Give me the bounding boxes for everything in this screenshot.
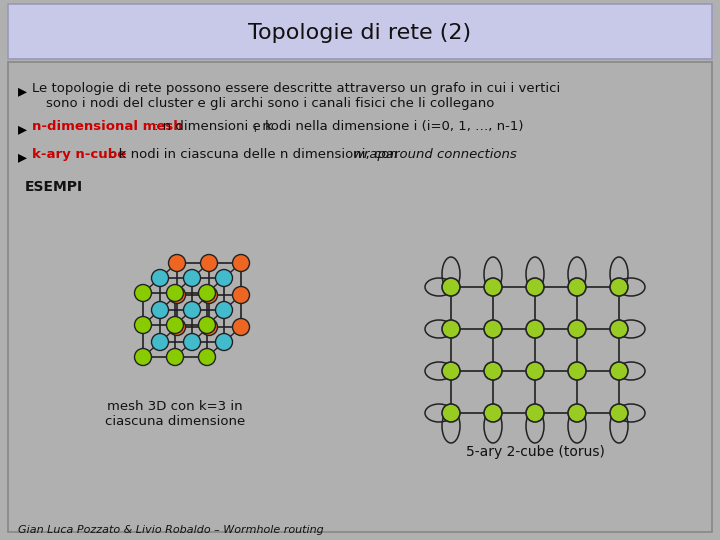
Circle shape <box>233 254 250 272</box>
Circle shape <box>200 254 217 272</box>
Text: k-ary n-cube: k-ary n-cube <box>32 148 126 161</box>
Text: ESEMPI: ESEMPI <box>25 180 83 194</box>
Text: sono i nodi del cluster e gli archi sono i canali fisici che li collegano: sono i nodi del cluster e gli archi sono… <box>46 97 495 110</box>
Circle shape <box>168 319 186 335</box>
Text: n-dimensional mesh: n-dimensional mesh <box>32 120 183 133</box>
Circle shape <box>568 320 586 338</box>
Text: wraparound connections: wraparound connections <box>353 148 517 161</box>
Circle shape <box>568 404 586 422</box>
Circle shape <box>526 404 544 422</box>
Circle shape <box>568 278 586 296</box>
Text: Topologie di rete (2): Topologie di rete (2) <box>248 23 472 43</box>
Text: Gian Luca Pozzato & Livio Robaldo – Wormhole routing: Gian Luca Pozzato & Livio Robaldo – Worm… <box>18 525 324 535</box>
Text: mesh 3D con k=3 in
ciascuna dimensione: mesh 3D con k=3 in ciascuna dimensione <box>105 400 245 428</box>
Text: ▸: ▸ <box>18 120 27 138</box>
Circle shape <box>610 320 628 338</box>
Circle shape <box>215 334 233 350</box>
Circle shape <box>135 348 151 366</box>
Circle shape <box>135 316 151 334</box>
Circle shape <box>200 319 217 335</box>
FancyBboxPatch shape <box>8 4 712 59</box>
Circle shape <box>233 319 250 335</box>
Circle shape <box>184 301 200 319</box>
Circle shape <box>610 404 628 422</box>
Text: ▸: ▸ <box>18 82 27 100</box>
Circle shape <box>526 320 544 338</box>
Text: : k nodi in ciascuna delle n dimensioni, con: : k nodi in ciascuna delle n dimensioni,… <box>110 148 402 161</box>
Circle shape <box>442 404 460 422</box>
Circle shape <box>199 285 215 301</box>
Text: i: i <box>253 124 256 134</box>
Circle shape <box>526 278 544 296</box>
Text: : n dimensioni e k: : n dimensioni e k <box>154 120 273 133</box>
Circle shape <box>215 269 233 287</box>
Circle shape <box>166 316 184 334</box>
Circle shape <box>484 278 502 296</box>
Circle shape <box>526 362 544 380</box>
Circle shape <box>233 287 250 303</box>
Circle shape <box>151 301 168 319</box>
Text: ▸: ▸ <box>18 148 27 166</box>
Text: 5-ary 2-cube (torus): 5-ary 2-cube (torus) <box>466 445 604 459</box>
Circle shape <box>151 269 168 287</box>
Circle shape <box>200 287 217 303</box>
Circle shape <box>199 316 215 334</box>
Text: nodi nella dimensione i (i=0, 1, …, n-1): nodi nella dimensione i (i=0, 1, …, n-1) <box>258 120 524 133</box>
Circle shape <box>184 269 200 287</box>
Circle shape <box>184 334 200 350</box>
Text: Le topologie di rete possono essere descritte attraverso un grafo in cui i verti: Le topologie di rete possono essere desc… <box>32 82 560 95</box>
Circle shape <box>442 320 460 338</box>
Circle shape <box>484 404 502 422</box>
Circle shape <box>215 301 233 319</box>
FancyBboxPatch shape <box>8 62 712 532</box>
Circle shape <box>442 278 460 296</box>
Circle shape <box>166 285 184 301</box>
Circle shape <box>168 254 186 272</box>
Circle shape <box>199 348 215 366</box>
Circle shape <box>484 320 502 338</box>
Circle shape <box>135 285 151 301</box>
Circle shape <box>484 362 502 380</box>
Circle shape <box>151 334 168 350</box>
Circle shape <box>610 278 628 296</box>
Circle shape <box>610 362 628 380</box>
Circle shape <box>568 362 586 380</box>
Circle shape <box>166 348 184 366</box>
Circle shape <box>168 287 186 303</box>
Circle shape <box>442 362 460 380</box>
